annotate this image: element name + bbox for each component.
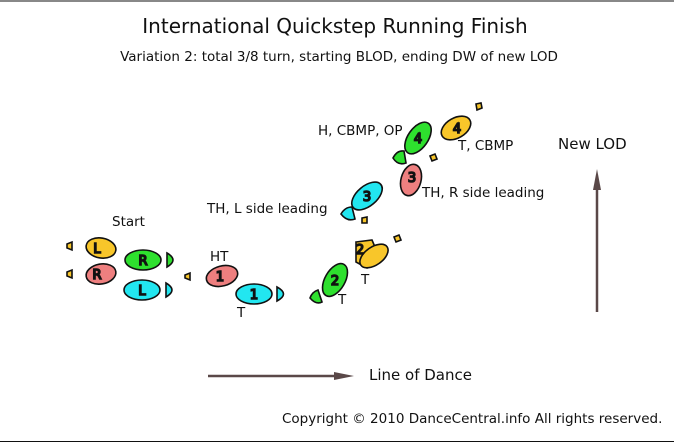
diagram-subtitle: Variation 2: total 3/8 turn, starting BL… xyxy=(120,49,558,65)
foot-step4-green: 4 xyxy=(392,121,432,165)
foot-step3-cyan: 3 xyxy=(340,181,384,224)
footprint-heel xyxy=(309,288,323,304)
foot-step4-green-label: 4 xyxy=(414,132,422,147)
footprint-sole xyxy=(440,115,472,141)
copyright-notice: Copyright © 2010 DanceCentral.info All r… xyxy=(282,411,662,427)
footprint-sole xyxy=(399,163,423,197)
lod-arrow-head xyxy=(334,372,354,380)
label-h-cbmp-op: H, CBMP, OP xyxy=(318,123,403,139)
footprint-sole xyxy=(205,264,239,288)
foot-step2-green-label: 2 xyxy=(331,274,339,289)
foot-start-r-green-label: R xyxy=(138,254,147,269)
label-line-of-dance: Line of Dance xyxy=(369,366,472,384)
footprint-heel xyxy=(66,268,73,280)
label-t-step2-gold: T xyxy=(360,272,370,288)
footprint-heel xyxy=(340,206,356,221)
foot-start-r-pink-label: R xyxy=(92,268,101,283)
foot-step1-cyan: 1 xyxy=(235,283,285,305)
foot-start-l-gold-label: L xyxy=(93,242,101,257)
foot-step4-gold-label: 4 xyxy=(453,122,461,137)
footprint-sole xyxy=(124,249,162,271)
footprint-sole xyxy=(123,279,161,301)
label-t-cbmp: T, CBMP xyxy=(457,138,513,154)
footprint-heel xyxy=(66,240,73,252)
label-th-r-side-leading: TH, R side leading xyxy=(421,185,544,201)
label-t-step2-green: T xyxy=(337,292,347,308)
footprint-heel-marker xyxy=(361,216,368,224)
foot-step2-gold-label: 2 xyxy=(356,243,364,258)
label-new-lod: New LOD xyxy=(558,135,627,153)
foot-step3-pink: 3 xyxy=(399,152,439,197)
new-lod-arrow-head xyxy=(593,169,601,190)
foot-step3-cyan-label: 3 xyxy=(363,190,371,205)
footprint-sole xyxy=(235,283,273,305)
label-start: Start xyxy=(112,214,145,230)
footprint-heel-marker xyxy=(475,102,483,112)
footprint-sole xyxy=(85,237,117,259)
label-t-step1: T xyxy=(236,305,246,321)
footprint-sole xyxy=(404,121,432,155)
foot-step1-heel-marker xyxy=(184,271,191,282)
label-ht: HT xyxy=(210,249,229,265)
footprint-heel xyxy=(165,281,173,299)
footprint-sole xyxy=(321,262,349,298)
foot-start-l-cyan-label: L xyxy=(138,284,146,299)
label-th-l-side-leading: TH, L side leading xyxy=(206,201,328,217)
footprint-heel-marker xyxy=(428,152,439,163)
foot-start-r-green: R xyxy=(124,249,174,271)
foot-step4-gold: 4 xyxy=(440,102,483,141)
foot-start-l-gold: L xyxy=(66,237,117,259)
foot-step1-pink-label: 1 xyxy=(216,270,224,285)
foot-step1-cyan-label: 1 xyxy=(250,288,258,303)
foot-step2-gold: 2 xyxy=(355,233,403,270)
footprint-heel xyxy=(276,285,285,303)
footprint-sole xyxy=(359,243,389,269)
footprint-heel xyxy=(166,251,174,269)
foot-start-r-pink: R xyxy=(66,263,117,285)
foot-start-l-cyan: L xyxy=(123,279,173,301)
diagram-title: International Quickstep Running Finish xyxy=(142,14,527,38)
footprint-heel xyxy=(392,150,407,165)
foot-step1-pink: 1 xyxy=(205,264,239,288)
foot-step2-green: 2 xyxy=(309,262,349,304)
footprint-sole xyxy=(85,263,117,285)
footprint-heel xyxy=(392,233,403,244)
footprint-sole xyxy=(350,181,384,211)
foot-step3-pink-label: 3 xyxy=(408,171,416,186)
